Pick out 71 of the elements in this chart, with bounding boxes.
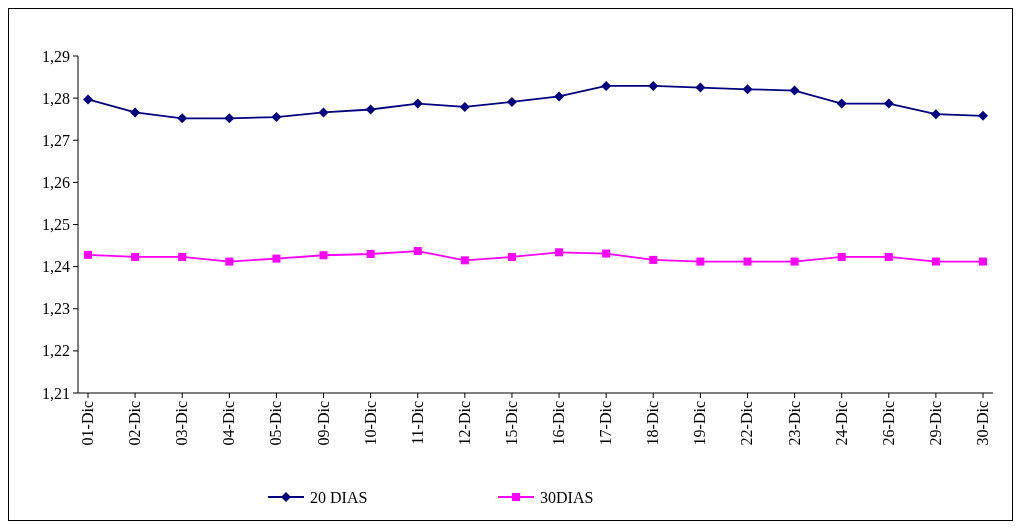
- point: [130, 107, 141, 118]
- x-tick-label: 05-Dic: [267, 401, 285, 446]
- point: [602, 249, 611, 258]
- point: [412, 98, 423, 109]
- point: [883, 98, 894, 109]
- x-tick-label: 15-Dic: [502, 401, 520, 446]
- point: [696, 257, 705, 266]
- point: [555, 248, 564, 257]
- point: [554, 91, 565, 102]
- y-tick-label: 1,28: [42, 89, 70, 107]
- point: [648, 80, 659, 91]
- x-tick-label: 16-Dic: [550, 401, 568, 446]
- point: [224, 113, 235, 124]
- x-tick-label: 24-Dic: [832, 401, 850, 446]
- legend-label: 20 DIAS: [310, 488, 368, 506]
- point: [742, 84, 753, 95]
- point: [695, 82, 706, 93]
- x-tick-label: 23-Dic: [785, 401, 803, 446]
- x-tick-label: 22-Dic: [738, 401, 756, 446]
- y-tick-label: 1,26: [42, 173, 70, 191]
- point: [978, 110, 988, 121]
- point: [366, 249, 375, 258]
- point: [225, 257, 234, 266]
- point: [131, 252, 140, 261]
- y-tick-label: 1,23: [42, 300, 70, 318]
- point: [271, 112, 282, 123]
- point: [459, 101, 470, 112]
- point: [413, 247, 422, 256]
- point: [931, 257, 940, 266]
- x-tick-label: 26-Dic: [879, 401, 897, 446]
- x-tick-label: 01-Dic: [79, 401, 96, 446]
- point: [84, 250, 92, 259]
- point: [789, 85, 800, 96]
- y-tick-label: 1,29: [42, 47, 70, 65]
- point: [177, 113, 188, 124]
- point: [460, 256, 469, 265]
- point: [178, 252, 187, 261]
- y-tick-label: 1,25: [42, 216, 70, 234]
- point: [837, 252, 846, 261]
- point: [83, 94, 93, 105]
- x-tick-label: 19-Dic: [691, 401, 709, 446]
- point: [930, 109, 941, 120]
- x-tick-label: 10-Dic: [361, 401, 379, 446]
- point: [365, 104, 376, 115]
- point: [836, 98, 847, 109]
- point: [790, 257, 799, 266]
- point: [743, 257, 752, 266]
- point: [884, 252, 893, 261]
- y-tick-label: 1,27: [42, 131, 70, 149]
- y-tick-label: 1,24: [42, 258, 70, 276]
- point: [601, 80, 612, 91]
- point: [272, 254, 281, 263]
- point: [318, 107, 329, 118]
- x-tick-label: 18-Dic: [644, 401, 662, 446]
- x-tick-label: 04-Dic: [220, 401, 238, 446]
- x-tick-label: 29-Dic: [926, 401, 944, 446]
- point: [979, 257, 987, 266]
- x-tick-label: 09-Dic: [314, 401, 332, 446]
- x-tick-label: 30-Dic: [974, 401, 991, 446]
- y-tick-label: 1,22: [42, 342, 70, 360]
- point: [319, 251, 328, 260]
- point: [649, 255, 658, 264]
- y-tick-label: 1,21: [42, 384, 70, 402]
- x-tick-label: 17-Dic: [597, 401, 615, 446]
- point: [506, 96, 517, 107]
- x-tick-label: 11-Dic: [408, 401, 426, 445]
- x-tick-label: 12-Dic: [455, 401, 473, 446]
- x-tick-label: 03-Dic: [173, 401, 191, 446]
- x-tick-label: 02-Dic: [126, 401, 144, 446]
- legend-label: 30DIAS: [540, 488, 594, 506]
- point: [507, 252, 516, 261]
